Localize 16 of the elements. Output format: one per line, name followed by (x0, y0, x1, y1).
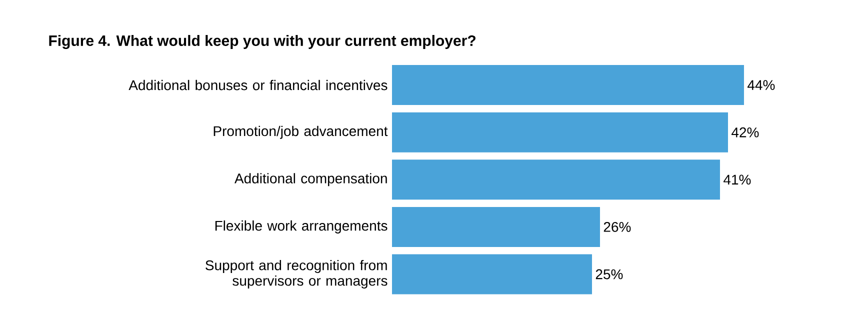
data-label: 25% (596, 269, 623, 280)
y-tick-label: Flexible work arrangements (215, 220, 388, 234)
bar (392, 206, 600, 247)
y-tick-label: Additional bonuses or financial incentives (128, 80, 388, 90)
text: Figure 4. What would keep you with your current employer? (49, 34, 476, 50)
bar (392, 65, 744, 106)
y-tick-label: Promotion/job advancement (214, 126, 388, 139)
data-label: 26% (604, 222, 631, 232)
bar (392, 160, 720, 200)
bar (392, 254, 592, 294)
data-label: 41% (724, 174, 751, 185)
data-label: 44% (748, 80, 775, 90)
bar (392, 112, 728, 152)
y-tick-label: Support and recognition from supervisors or managers (206, 260, 388, 289)
data-label: 42% (732, 127, 759, 138)
y-tick-label: Additional compensation (234, 173, 387, 186)
